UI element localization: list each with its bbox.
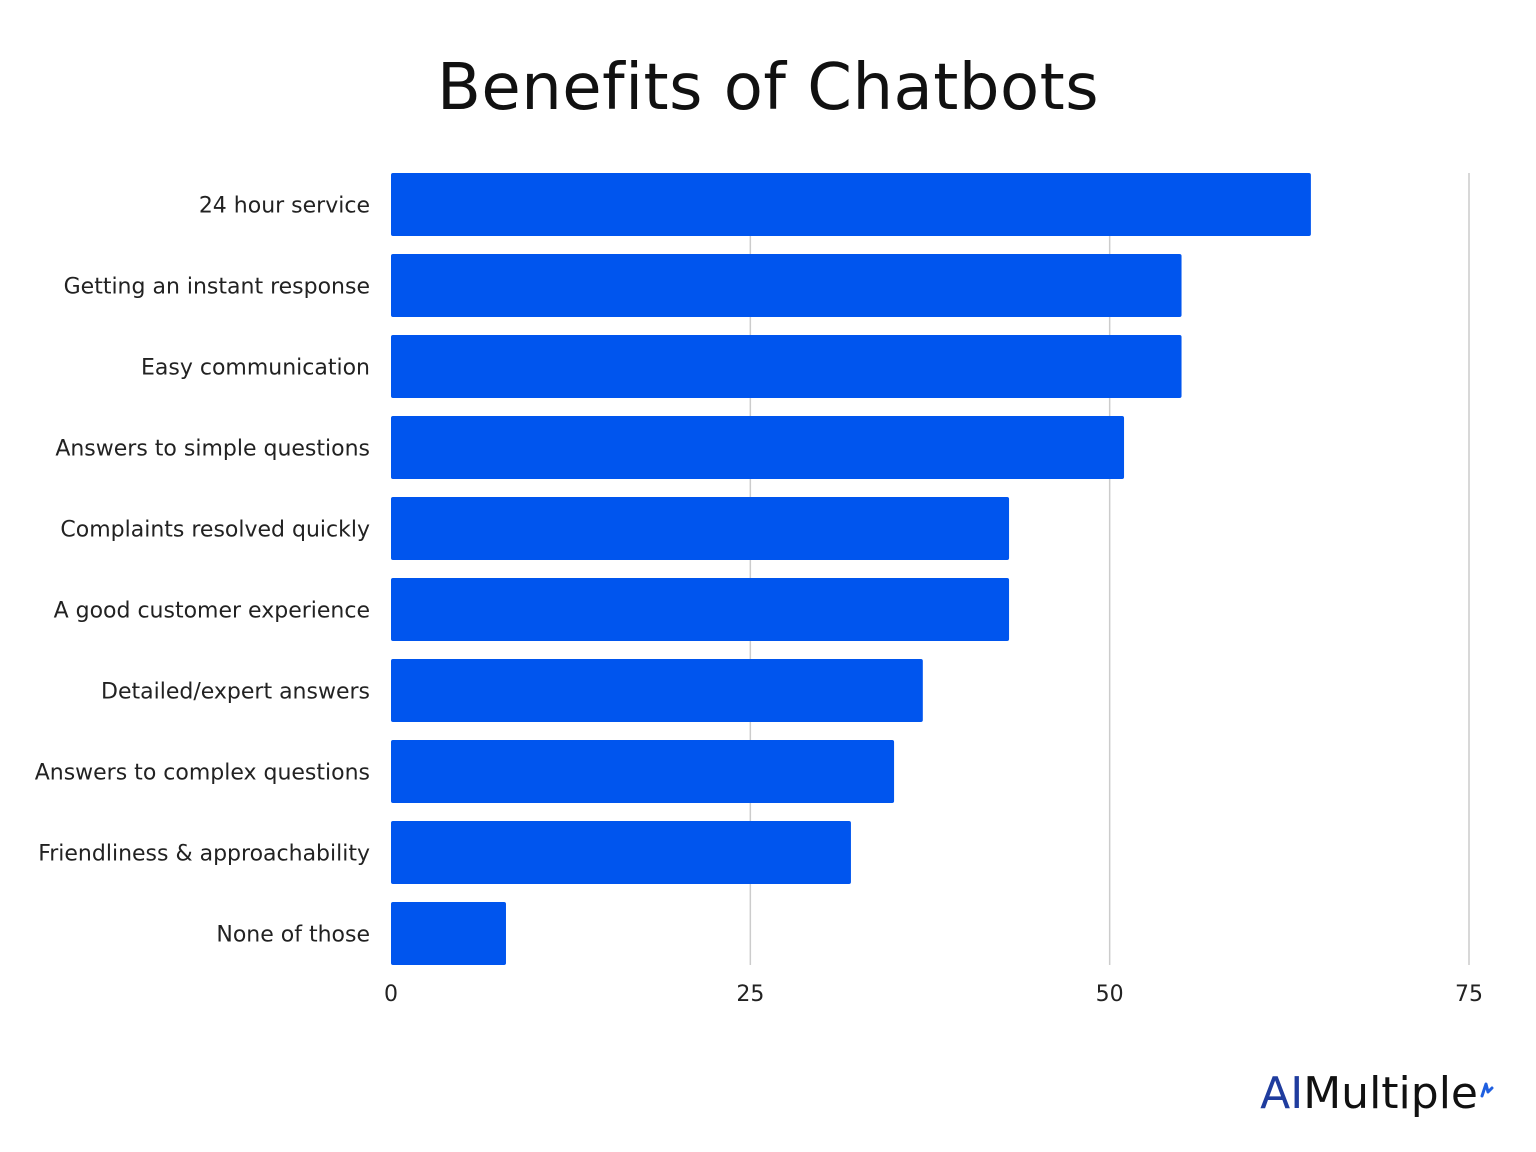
category-label: Getting an instant response [64,275,370,300]
bar [391,659,923,722]
category-label: Complaints resolved quickly [60,518,370,543]
category-label: Detailed/expert answers [101,680,370,705]
logo-spark-icon [1480,1064,1494,1116]
category-label: Answers to complex questions [35,761,370,786]
bar [391,335,1182,398]
bar [391,497,1010,560]
bar [391,740,895,803]
x-tick-label: 0 [384,982,398,1007]
logo-ai-text: AI [1260,1068,1304,1119]
category-label: Friendliness & approachability [38,842,370,867]
x-tick-label: 75 [1455,982,1483,1007]
category-labels: 24 hour service Getting an instant respon… [35,194,370,948]
bars [391,173,1311,965]
x-tick-label: 50 [1096,982,1124,1007]
x-tick-label: 25 [736,982,764,1007]
x-axis-ticks: 0 25 50 75 [384,982,1483,1007]
category-label: Easy communication [141,356,370,381]
chart-title: Benefits of Chatbots [436,51,1100,125]
bar [391,821,851,884]
category-label: A good customer experience [54,599,370,624]
category-label: None of those [216,923,370,948]
bar [391,416,1125,479]
bar [391,902,506,965]
logo-multiple-text: Multiple [1303,1068,1478,1119]
category-label: Answers to simple questions [55,437,370,462]
bar [391,173,1311,236]
aimultiple-logo: AI Multiple [1260,1068,1494,1120]
category-label: 24 hour service [199,194,370,219]
bar [391,578,1010,641]
bar [391,254,1182,317]
